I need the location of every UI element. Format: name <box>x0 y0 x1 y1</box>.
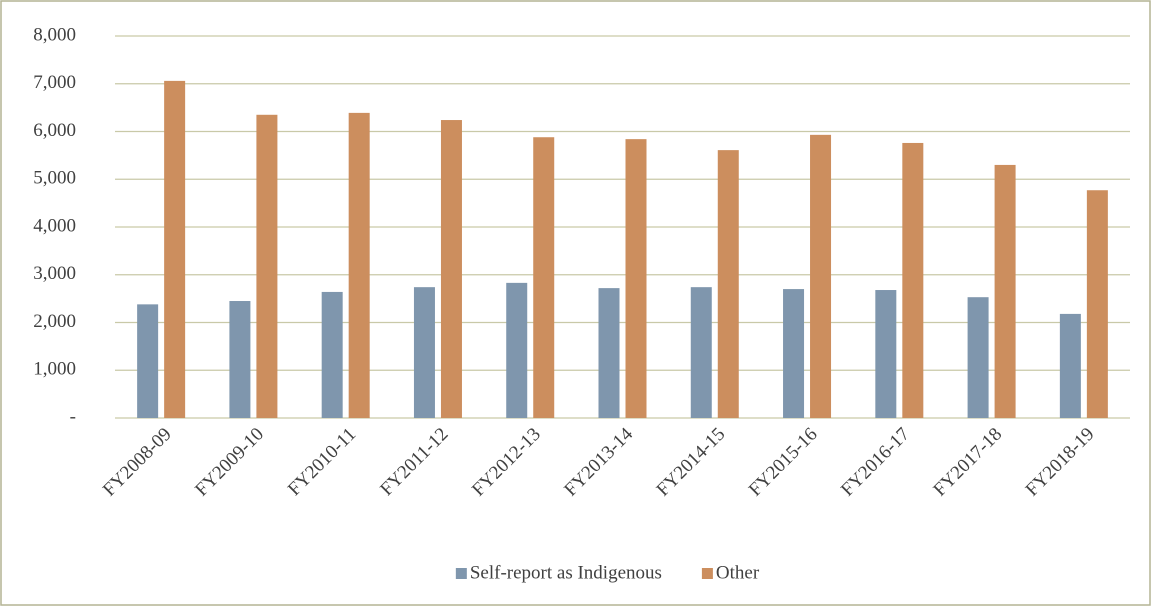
bar <box>413 287 435 418</box>
bar <box>994 164 1016 418</box>
y-tick-label: 5,000 <box>33 168 76 189</box>
y-tick-label: 4,000 <box>33 215 76 236</box>
y-tick-label: 6,000 <box>33 120 76 141</box>
bar <box>1086 190 1108 418</box>
bar <box>902 142 924 418</box>
bar <box>533 137 555 419</box>
y-tick-label: 7,000 <box>33 72 76 93</box>
bar <box>967 297 989 418</box>
bar <box>625 139 647 418</box>
bar <box>440 120 462 418</box>
legend-swatch <box>455 568 467 579</box>
bar <box>229 301 251 418</box>
y-tick-label: 3,000 <box>33 263 76 284</box>
bar <box>164 80 186 418</box>
y-tick-label: 2,000 <box>33 311 76 332</box>
bar <box>137 304 159 418</box>
bar <box>256 114 278 418</box>
bar <box>690 287 712 418</box>
legend: Self-report as Indigenous Other <box>455 562 760 583</box>
bar <box>783 289 805 418</box>
legend-label: Self-report as Indigenous <box>470 562 662 583</box>
legend-label: Other <box>716 562 760 583</box>
y-tick-label: 1,000 <box>33 359 76 380</box>
y-tick-label: 8,000 <box>33 24 76 45</box>
bar <box>810 134 832 418</box>
bar <box>506 282 528 418</box>
bar <box>348 112 370 418</box>
y-tick-label: - <box>70 406 76 427</box>
bar <box>717 150 739 418</box>
bar <box>321 291 343 418</box>
legend-swatch <box>701 568 713 579</box>
bar <box>1059 313 1081 418</box>
bar <box>875 290 897 418</box>
bar <box>598 288 620 418</box>
